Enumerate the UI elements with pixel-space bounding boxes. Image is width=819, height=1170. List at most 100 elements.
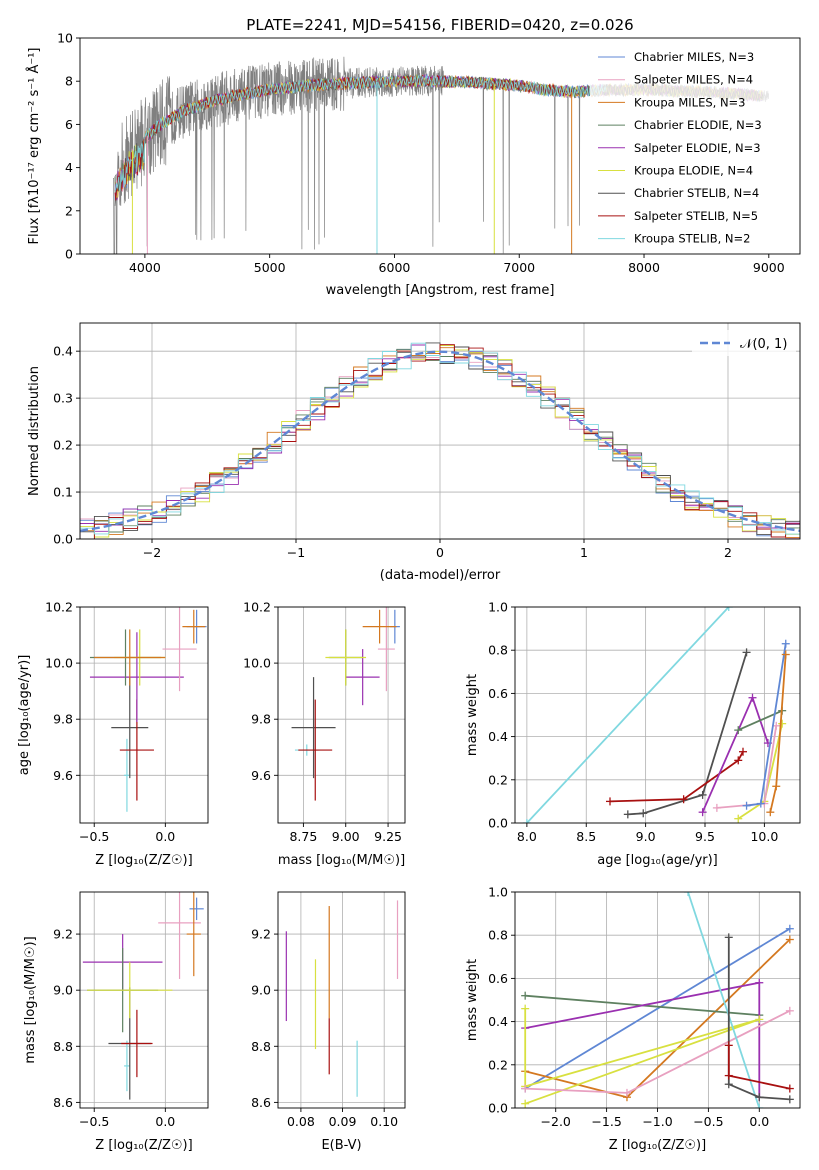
legend-box	[590, 43, 796, 249]
x-tick-label: −0.5	[79, 1114, 109, 1129]
x-tick-label: 8.75	[289, 829, 317, 844]
y-tick-label: 9.6	[251, 768, 271, 783]
spectrum-legend: Chabrier MILES, N=3 Salpeter MILES, N=4 Kr…	[590, 43, 796, 249]
y-tick-label: 8.8	[53, 1039, 73, 1054]
x-tick-label: 0.09	[329, 1114, 357, 1129]
mass-vs-Z-xlabel: Z [log₁₀(Z/Z☉)]	[95, 1138, 192, 1153]
model-spectrum-line	[114, 74, 607, 193]
y-tick-label: 0.8	[488, 928, 508, 943]
mass-weight-vs-age-panel: 8.0 8.5 9.0 9.5 10.0 0.0 0.2 0.4 0.6 0.8 1.0 age [l…	[465, 600, 801, 868]
y-tick-label: 9.0	[53, 983, 73, 998]
y-tick-label: 8	[65, 74, 73, 89]
y-tick-label: 0.2	[488, 772, 508, 787]
mass-vs-Z-ylabel: mass [log₁₀(M/M☉)]	[23, 936, 38, 1063]
y-tick-label: 0.6	[488, 971, 508, 986]
line-plot-area	[522, 607, 790, 823]
age-vs-mass-panel: 8.75 9.00 9.25 9.6 9.8 10.0 10.2 mass [log₁₀(M/…	[243, 600, 406, 868]
mass-weight-line	[627, 652, 748, 816]
mass-vs-EBV-panel: 0.08 0.09 0.10 8.6 8.8 9.0 9.2 E(B-V)	[251, 891, 406, 1153]
x-tick-label: −2	[143, 545, 161, 560]
y-tick-label: 9.6	[53, 768, 73, 783]
x-tick-label: 9000	[753, 260, 785, 275]
mass-weight-line	[526, 607, 730, 823]
normal-curve	[80, 350, 800, 532]
residuals-ylabel: Normed distribution	[27, 366, 42, 496]
mass-weight-vs-Z-ylabel: mass weight	[465, 959, 480, 1041]
mass-weight-line	[524, 927, 791, 1090]
mass-weight-vs-Z-frame	[514, 891, 801, 1109]
y-tick-label: 0	[65, 247, 73, 262]
x-tick-label: 5000	[254, 260, 286, 275]
legend-entry: Kroupa STELIB, N=2	[634, 232, 751, 246]
y-tick-label: 0.6	[488, 686, 508, 701]
residuals-xlabel: (data-model)/error	[380, 568, 501, 583]
x-tick-label: 4000	[129, 260, 161, 275]
x-tick-label: 8.5	[576, 829, 596, 844]
legend-entry: Kroupa MILES, N=3	[634, 95, 746, 109]
y-tick-label: 0.8	[488, 643, 508, 658]
y-tick-label: 9.2	[251, 927, 271, 942]
age-vs-Z-frame	[79, 606, 209, 824]
y-tick-label: 1.0	[488, 600, 508, 615]
mass-vs-Z-panel: −0.5 0.0 8.6 8.8 9.0 9.2 Z [log₁₀(Z/Z☉)] mass […	[23, 891, 209, 1153]
spectrum-plot-area	[113, 56, 769, 254]
mass-weight-vs-Z-panel: −2.0 −1.5 −1.0 −0.5 0.0 0.0 0.2 0.4 0.6 0.8 1.0 Z […	[465, 885, 801, 1153]
age-vs-Z-panel: −0.5 0.0 9.6 9.8 10.0 10.2 Z [log₁₀(Z/Z☉)] age …	[17, 600, 209, 868]
mass-weight-vs-age-ylabel: mass weight	[465, 674, 480, 756]
legend-box	[692, 330, 796, 356]
legend-entry: Kroupa ELODIE, N=4	[634, 164, 753, 178]
x-tick-label: −1.0	[642, 1114, 672, 1129]
y-tick-label: 10.2	[45, 600, 73, 615]
mass-weight-vs-age-frame	[514, 606, 801, 824]
mass-weight-line	[727, 937, 790, 1101]
y-tick-label: 0.0	[53, 532, 73, 547]
errorbar-plot-area	[89, 607, 207, 812]
y-tick-label: 10.2	[243, 600, 271, 615]
spectrum-frame	[79, 37, 801, 255]
age-vs-mass-frame	[277, 606, 406, 824]
residual-histogram	[80, 342, 800, 539]
x-tick-label: 0	[436, 545, 444, 560]
mass-vs-Z-frame	[79, 891, 209, 1109]
age-vs-Z-ylabel: age [log₁₀(age/yr)]	[17, 655, 32, 776]
y-tick-label: 0.2	[53, 438, 73, 453]
y-tick-label: 4	[65, 160, 73, 175]
age-vs-Z-xlabel: Z [log₁₀(Z/Z☉)]	[95, 853, 192, 868]
y-tick-label: 6	[65, 117, 73, 132]
residuals-plot-area	[80, 342, 800, 539]
spectrum-xlabel: wavelength [Angstrom, rest frame]	[326, 283, 555, 298]
x-tick-label: 9.0	[636, 829, 656, 844]
x-tick-label: 0.10	[370, 1114, 398, 1129]
x-tick-label: 6000	[379, 260, 411, 275]
y-tick-label: 0.3	[53, 391, 73, 406]
spectrum-panel: PLATE=2241, MJD=54156, FIBERID=0420, z=0…	[26, 16, 801, 298]
errorbar-plot-area	[82, 892, 204, 1100]
y-tick-label: 8.6	[251, 1095, 271, 1110]
mass-weight-vs-age-xlabel: age [log₁₀(age/yr)]	[597, 853, 718, 868]
mass-weight-vs-Z-xlabel: Z [log₁₀(Z/Z☉)]	[609, 1138, 706, 1153]
x-tick-label: 2	[724, 545, 732, 560]
mass-weight-line	[687, 892, 761, 1108]
y-tick-label: 0.0	[488, 816, 508, 831]
x-tick-label: 9.25	[374, 829, 402, 844]
errorbar-plot-area	[285, 900, 399, 1097]
y-tick-label: 0.4	[488, 1014, 508, 1029]
y-tick-label: 1.0	[488, 885, 508, 900]
legend-entry: Chabrier MILES, N=3	[634, 50, 754, 64]
y-tick-label: 2	[65, 203, 73, 218]
spectrum-title: PLATE=2241, MJD=54156, FIBERID=0420, z=0…	[246, 16, 633, 34]
line-plot-area	[521, 892, 794, 1108]
y-tick-label: 9.2	[53, 927, 73, 942]
y-tick-label: 10.0	[45, 656, 73, 671]
mass-vs-EBV-xlabel: E(B-V)	[321, 1138, 361, 1153]
legend-entry: Chabrier STELIB, N=4	[634, 186, 759, 200]
x-tick-label: −2.0	[541, 1114, 571, 1129]
x-tick-label: 8000	[628, 260, 660, 275]
y-tick-label: 9.0	[251, 983, 271, 998]
x-tick-label: 9.5	[695, 829, 715, 844]
y-tick-label: 8.6	[53, 1095, 73, 1110]
residuals-panel: −2 −1 0 1 2 0.0 0.1 0.2 0.3 0.4 (data-model)/error…	[27, 322, 801, 583]
errorbar-plot-area	[291, 607, 400, 801]
y-tick-label: 0.4	[488, 729, 508, 744]
